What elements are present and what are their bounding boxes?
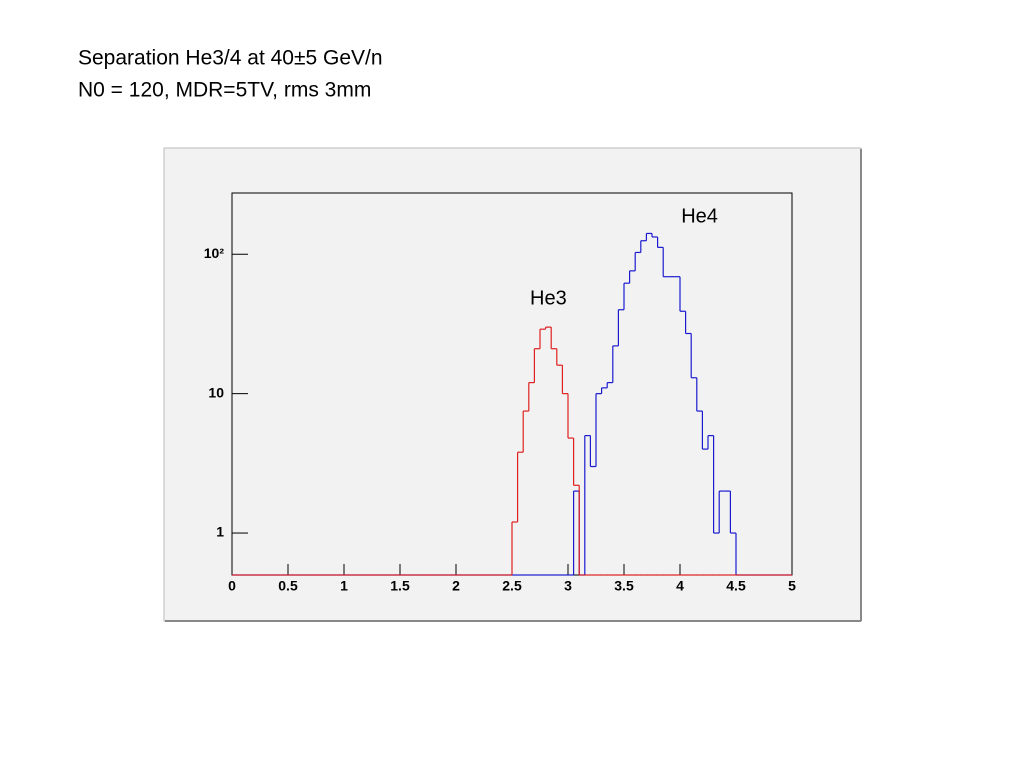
x-tick-label: 3.5: [614, 578, 634, 594]
chart-subtitle: N0 = 120, MDR=5TV, rms 3mm: [78, 79, 371, 102]
x-tick-label: 2.5: [502, 578, 522, 594]
x-tick-label: 5: [788, 578, 796, 594]
plot-frame: [231, 192, 793, 576]
series-label: He4: [681, 206, 718, 228]
x-tick-label: 1.5: [390, 578, 410, 594]
x-tick-label: 4.5: [726, 578, 746, 594]
x-tick-label: 2: [452, 578, 460, 594]
series-label: He3: [530, 287, 567, 309]
y-tick-label: 10: [208, 384, 224, 400]
x-tick-label: 0.5: [278, 578, 298, 594]
x-tick-label: 4: [676, 578, 684, 594]
x-tick-label: 0: [228, 578, 236, 594]
x-tick-label: 3: [564, 578, 572, 594]
chart-title: Separation He3/4 at 40±5 GeV/n: [78, 47, 383, 70]
y-tick-label: 10²: [204, 245, 225, 261]
y-tick-label: 1: [216, 524, 224, 540]
x-tick-label: 1: [340, 578, 348, 594]
